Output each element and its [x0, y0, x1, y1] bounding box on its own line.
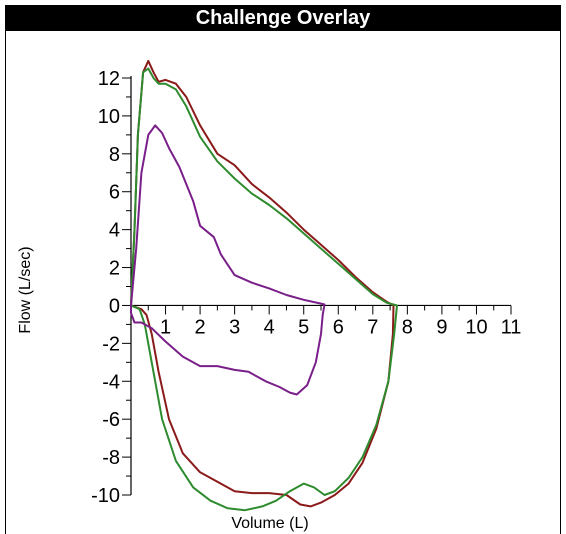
y-tick-label: -4	[102, 371, 120, 393]
x-tick-label: 11	[501, 316, 522, 338]
x-tick-label: 6	[333, 316, 344, 338]
x-tick-label: 1	[160, 316, 171, 338]
x-axis-label: Volume (L)	[231, 515, 308, 532]
x-tick-label: 7	[367, 316, 378, 338]
x-tick-label: 10	[465, 316, 487, 338]
x-tick-label: 2	[195, 316, 206, 338]
y-tick-label: -6	[102, 409, 120, 431]
y-tick-label: 12	[98, 68, 120, 90]
series-layer	[130, 59, 398, 512]
series-line-3	[130, 124, 326, 396]
y-tick-label: 10	[98, 106, 120, 128]
x-tick-label: 9	[436, 316, 447, 338]
x-tick-label: 3	[229, 316, 240, 338]
y-tick-label: -2	[102, 333, 120, 355]
x-tick-label: 8	[402, 316, 413, 338]
series-line-1	[130, 59, 395, 508]
x-tick-label: 5	[298, 316, 309, 338]
y-tick-label: 6	[109, 182, 120, 204]
axes	[122, 76, 512, 496]
y-tick-label: 8	[109, 144, 120, 166]
y-tick-label: 0	[109, 295, 120, 317]
y-axis-label: Flow (L/sec)	[17, 246, 34, 333]
y-tick-label: 2	[109, 258, 120, 280]
series-line-2	[130, 67, 398, 512]
chart-panel	[5, 5, 561, 534]
y-tick-label: -10	[91, 485, 120, 507]
y-tick-label: -8	[102, 447, 120, 469]
x-tick-label: 4	[264, 316, 275, 338]
y-tick-label: 4	[109, 220, 120, 242]
chart-title: Challenge Overlay	[5, 5, 561, 31]
